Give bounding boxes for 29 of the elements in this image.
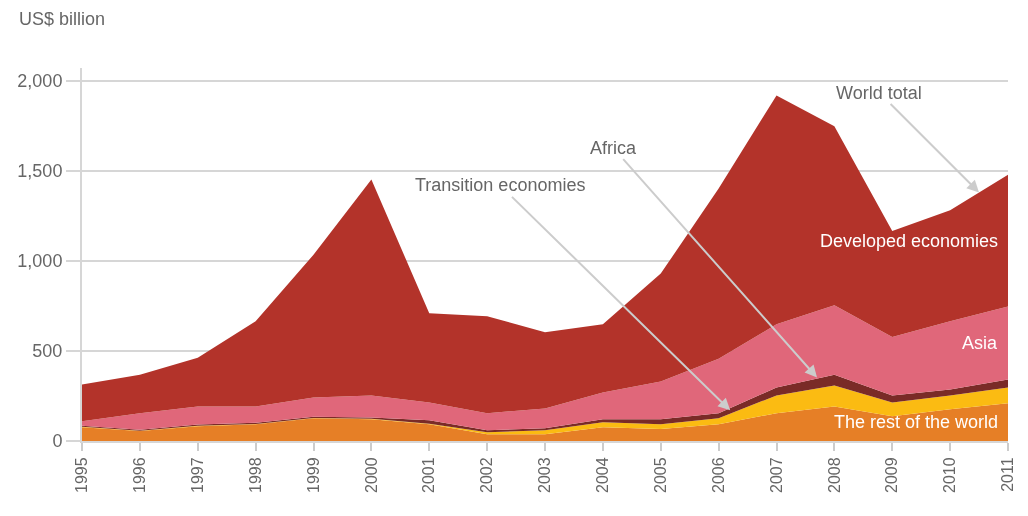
x-tick-label: 2008: [825, 457, 843, 493]
x-tick-label: 2004: [594, 457, 612, 493]
series-label: Developed economies: [820, 231, 999, 251]
y-tick-label: 0: [52, 431, 63, 452]
y-tick-label: 1,000: [17, 251, 63, 272]
x-tick-label: 2009: [883, 457, 901, 493]
y-tick-label: 500: [32, 341, 63, 362]
x-tick-label: 1998: [246, 457, 264, 493]
x-tick-label: 2005: [651, 457, 669, 493]
x-tick-label: 2002: [478, 457, 496, 493]
x-tick-label: 2006: [709, 457, 727, 493]
y-tick-label: 1,500: [17, 161, 63, 182]
x-tick-label: 1999: [304, 457, 322, 493]
annotation: Transition economies: [415, 175, 586, 195]
series-label: Asia: [962, 333, 998, 353]
y-axis-title: US$ billion: [19, 9, 106, 29]
x-tick-label: 1996: [131, 457, 149, 493]
series-label: The rest of the world: [834, 412, 999, 432]
annotation: Africa: [590, 138, 637, 158]
x-tick-label: 2003: [536, 457, 554, 493]
x-tick-label: 1995: [73, 457, 91, 493]
x-tick-label: 2007: [767, 457, 785, 493]
x-tick-label: 2000: [362, 457, 380, 493]
annotation: World total: [836, 83, 922, 103]
y-tick-label: 2,000: [17, 70, 63, 91]
x-tick-label: 2011: [999, 457, 1017, 492]
x-tick-label: 2010: [941, 457, 959, 493]
x-tick-label: 1997: [188, 457, 206, 493]
x-tick-label: 2001: [420, 457, 438, 493]
